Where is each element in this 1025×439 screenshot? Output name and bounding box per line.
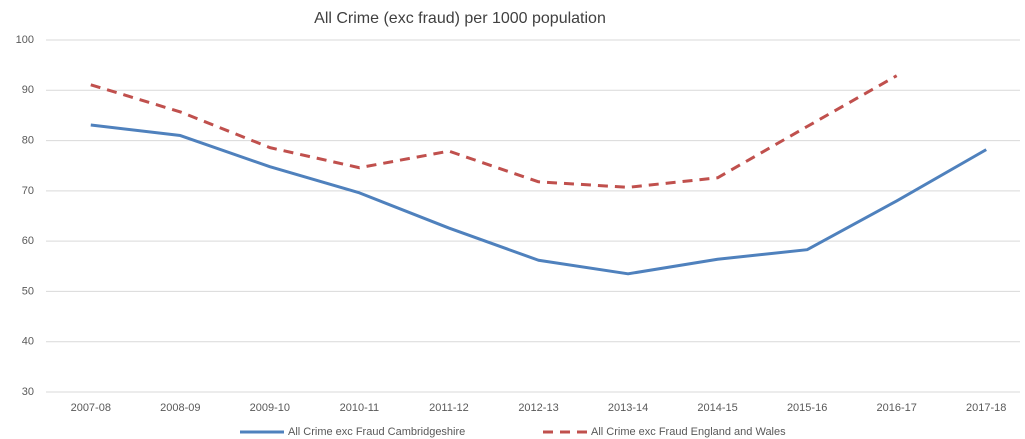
y-tick-label: 60: [22, 235, 34, 247]
y-tick-label: 40: [22, 336, 34, 348]
x-tick-label: 2013-14: [608, 402, 648, 414]
x-tick-label: 2016-17: [876, 402, 916, 414]
legend-label: All Crime exc Fraud Cambridgeshire: [288, 426, 465, 438]
series-line: [90, 123, 987, 276]
y-tick-label: 30: [22, 386, 34, 398]
x-tick-label: 2011-12: [429, 402, 469, 414]
x-tick-label: 2008-09: [160, 402, 200, 414]
y-tick-label: 80: [22, 134, 34, 146]
chart-title: All Crime (exc fraud) per 1000 populatio…: [314, 10, 606, 27]
x-tick-label: 2010-11: [340, 402, 380, 414]
legend-label: All Crime exc Fraud England and Wales: [591, 426, 786, 438]
x-tick-label: 2015-16: [787, 402, 827, 414]
y-tick-label: 70: [22, 185, 34, 197]
series-line: [90, 74, 898, 189]
y-tick-label: 50: [22, 285, 34, 297]
y-tick-label: 90: [22, 84, 34, 96]
x-tick-label: 2017-18: [966, 402, 1006, 414]
x-tick-label: 2009-10: [250, 402, 290, 414]
x-tick-label: 2012-13: [518, 402, 558, 414]
y-tick-label: 100: [16, 34, 34, 46]
x-tick-label: 2007-08: [71, 402, 111, 414]
x-tick-label: 2014-15: [697, 402, 737, 414]
